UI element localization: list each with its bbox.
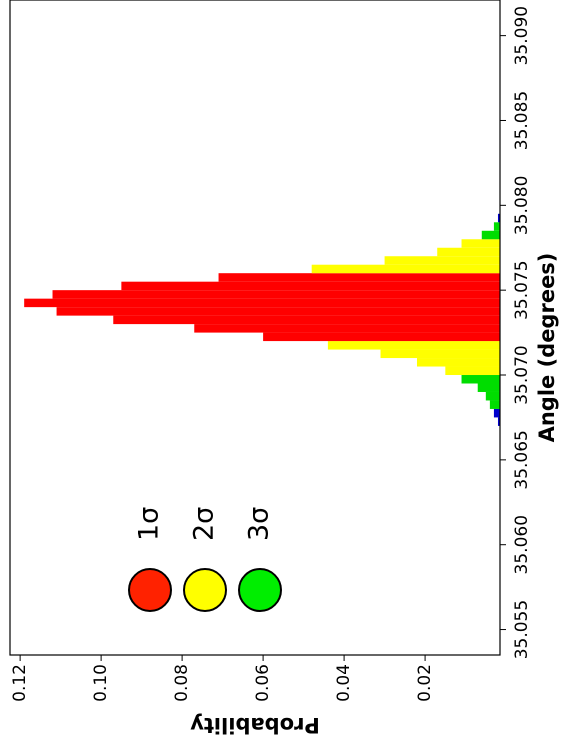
- y-tick-label: 0.08: [172, 664, 192, 702]
- x-tick-label: 35.090: [512, 6, 532, 65]
- bar: [461, 375, 501, 384]
- legend-label: 3σ: [244, 507, 275, 541]
- x-tick-label: 35.080: [512, 176, 532, 235]
- x-tick-label: 35.065: [512, 430, 532, 489]
- bar: [416, 358, 500, 367]
- bar: [194, 324, 500, 333]
- bar: [113, 315, 500, 325]
- bar: [481, 230, 500, 240]
- x-tick-label: 35.055: [512, 600, 532, 659]
- legend-label: 2σ: [189, 507, 220, 541]
- rotated-chart: 35.055 35.060 35.065 35.070 35.075 35.080 35.0…: [9, 0, 559, 737]
- x-tick-label: 35.075: [512, 260, 532, 319]
- bar: [380, 349, 501, 359]
- bar: [384, 256, 501, 265]
- plot-frame: [9, 0, 501, 656]
- bar: [56, 307, 500, 316]
- bar: [218, 273, 501, 282]
- y-tick-label: 0.10: [91, 664, 111, 702]
- bar: [485, 391, 500, 401]
- bar: [437, 247, 501, 257]
- bar: [477, 383, 500, 392]
- legend-label: 1σ: [134, 507, 165, 541]
- bar: [311, 264, 500, 274]
- x-axis-title: Angle (degrees): [535, 253, 559, 443]
- legend-marker: [183, 568, 227, 612]
- y-tick-label: 0.04: [334, 664, 354, 702]
- x-tick-label: 35.060: [512, 515, 532, 574]
- bar: [445, 366, 500, 376]
- x-tick-label: 35.085: [512, 91, 532, 150]
- bar: [493, 408, 501, 418]
- x-tick-label: 35.070: [512, 345, 532, 404]
- bar: [24, 298, 500, 308]
- y-tick-label: 0.06: [253, 664, 273, 702]
- bar: [327, 341, 500, 350]
- bar: [52, 290, 500, 299]
- legend-marker: [128, 568, 172, 612]
- bar: [121, 281, 500, 291]
- bar: [493, 222, 501, 231]
- bar: [489, 400, 501, 409]
- bar: [461, 239, 501, 248]
- y-axis-title: Probability: [190, 713, 320, 737]
- y-tick-label: 0.12: [10, 664, 30, 702]
- y-tick-label: 0.02: [415, 664, 435, 702]
- bar: [263, 332, 501, 342]
- legend-marker: [238, 568, 282, 612]
